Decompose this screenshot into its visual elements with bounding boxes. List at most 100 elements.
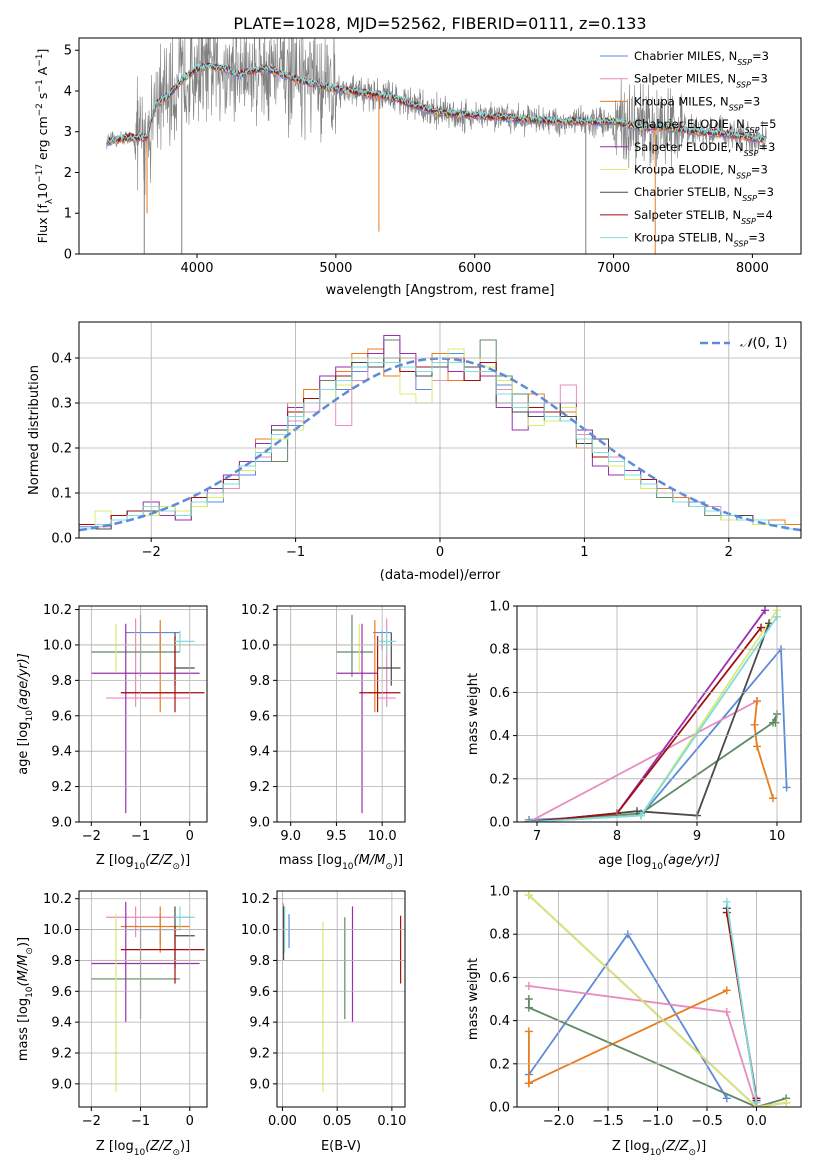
y-axis-label-part: (age/yr)] <box>16 653 31 710</box>
y-axis-label-part: −1 <box>35 54 45 67</box>
errorbar-kroupa-stelib <box>175 630 195 653</box>
y-tick-label: 10.0 <box>43 923 72 938</box>
x-tick-label: 0 <box>186 829 194 844</box>
errorbar-chabrier-elodie <box>91 926 180 1020</box>
y-tick-label: 9.8 <box>249 954 270 969</box>
x-axis-label-part: )] <box>180 1139 190 1154</box>
x-tick-label: −1.5 <box>592 1114 624 1129</box>
series-line <box>528 646 788 821</box>
y-tick-label: 9.2 <box>249 1047 270 1062</box>
y-tick-label: 9.8 <box>51 954 72 969</box>
model-spectrum-kroupa-stelib <box>106 60 767 144</box>
x-tick-label: 0.00 <box>268 1114 297 1129</box>
y-axis-label: Flux [fλ10−17 erg cm−2 s−1 A−1] <box>35 49 55 244</box>
legend-label: Chabrier STELIB, NSSP=3 <box>634 185 774 203</box>
plot-area-spectrum <box>106 38 767 254</box>
legend-nssp: 3 <box>762 49 769 63</box>
x-tick-label: −2.0 <box>543 1114 575 1129</box>
series-marker <box>722 908 731 917</box>
x-tick-label: 9.5 <box>326 829 347 844</box>
x-axis-label-part: age [log <box>598 853 651 868</box>
legend-eq: = <box>758 140 768 154</box>
legend-label: Salpeter MILES, NSSP=3 <box>634 72 768 90</box>
y-tick-label: 0 <box>64 248 72 263</box>
legend-nssp: 4 <box>765 208 772 222</box>
x-tick-label: 10 <box>769 829 786 844</box>
legend-model: Kroupa ELODIE <box>634 163 720 177</box>
legend-ssp: SSP <box>741 216 756 225</box>
series-line <box>725 901 758 1103</box>
x-axis-label: wavelength [Angstrom, rest frame] <box>326 283 555 298</box>
legend-eq: = <box>757 185 767 199</box>
series-marker <box>524 1003 533 1012</box>
x-tick-label: −2 <box>82 1114 101 1129</box>
y-tick-label: 0.1 <box>51 487 72 502</box>
y-tick-label: 9.0 <box>51 1077 72 1092</box>
y-tick-label: 10.0 <box>241 638 270 653</box>
series-salpeter-stelib <box>525 623 765 822</box>
x-axis-label-part: ⊙ <box>385 862 393 872</box>
x-axis-label-part: (Z/Z <box>145 853 173 868</box>
y-tick-label: 10.2 <box>241 603 270 618</box>
y-axis-label-part: mass [log <box>16 998 31 1061</box>
axes-frame <box>78 37 802 255</box>
legend-n: , N <box>718 231 734 245</box>
axes-frame <box>78 605 208 823</box>
legend-n: , N <box>720 72 736 86</box>
y-tick-label: 9.4 <box>249 745 270 760</box>
x-axis-label: E(B-V) <box>321 1139 361 1154</box>
axes-mass_weight_vs_age: 7 8 9 10 0.0 0.2 0.4 0.6 0.8 1.0 <box>489 600 802 844</box>
legend-nssp: 3 <box>760 163 767 177</box>
legend-n: , N <box>720 163 736 177</box>
legend-n: , N <box>725 208 741 222</box>
series-marker <box>722 986 731 995</box>
histogram-kroupa-stelib <box>79 362 801 538</box>
y-tick-label: 5 <box>64 44 72 59</box>
y-axis-label-part: 10 <box>25 710 35 722</box>
series-line <box>528 616 778 822</box>
y-axis-label-part: −17 <box>35 164 45 183</box>
errorbar-salpeter-miles <box>106 618 190 707</box>
legend-eq: = <box>751 163 761 177</box>
y-tick-label: 9.2 <box>51 780 72 795</box>
y-tick-label: 9.4 <box>249 1016 270 1031</box>
legend-nssp: 3 <box>758 231 765 245</box>
x-tick-label: 9 <box>693 829 701 844</box>
y-tick-label: 0.6 <box>489 971 510 986</box>
legend-model: Salpeter MILES <box>634 72 720 86</box>
x-tick-label: −2 <box>82 829 101 844</box>
y-axis-label: mass weight <box>466 673 481 755</box>
legend-model: Chabrier MILES <box>634 49 721 63</box>
legend-label: Chabrier MILES, NSSP=3 <box>634 49 769 67</box>
series-marker <box>750 720 759 729</box>
y-axis-label-part: A <box>35 66 50 79</box>
errorbar-chabrier-stelib <box>377 632 401 686</box>
series-marker <box>524 1079 533 1088</box>
y-tick-label: 10.2 <box>241 892 270 907</box>
x-axis-label-part: (Z/Z <box>145 1139 173 1154</box>
legend-n: , N <box>713 94 729 108</box>
y-tick-label: 1.0 <box>489 885 510 900</box>
series-marker <box>633 807 641 816</box>
x-axis-label: age [log10(age/yr)] <box>598 853 720 872</box>
y-tick-label: 0.2 <box>489 772 510 787</box>
axes-mass_weight_vs_Z: −2.0 −1.5 −1.0 −0.5 0.0 0.0 0.2 0.4 0.6 0.8 1.0 <box>489 885 802 1129</box>
x-tick-label: 8 <box>613 829 621 844</box>
legend-normal-part: (0, 1) <box>752 336 787 351</box>
y-axis-label-part: 10 <box>35 183 50 199</box>
series-marker <box>524 982 533 991</box>
axes-age_vs_mass: 9.0 9.5 10.0 9.0 9.2 9.4 9.6 9.8 10.0 10.2 <box>241 603 406 844</box>
y-tick-label: 1.0 <box>489 600 510 615</box>
y-tick-label: 9.4 <box>51 745 72 760</box>
series-kroupa-elodie <box>521 606 781 822</box>
observed-spectrum <box>106 38 767 195</box>
x-tick-label: 8000 <box>736 261 769 276</box>
errorbar-salpeter-stelib <box>120 926 205 984</box>
axes-frame <box>276 605 406 823</box>
x-axis-label-part: 10 <box>651 862 663 872</box>
legend-label: Salpeter ELODIE, NSSP=3 <box>634 140 775 158</box>
errorbar-kroupa-elodie <box>286 623 392 672</box>
series-marker <box>524 891 533 900</box>
